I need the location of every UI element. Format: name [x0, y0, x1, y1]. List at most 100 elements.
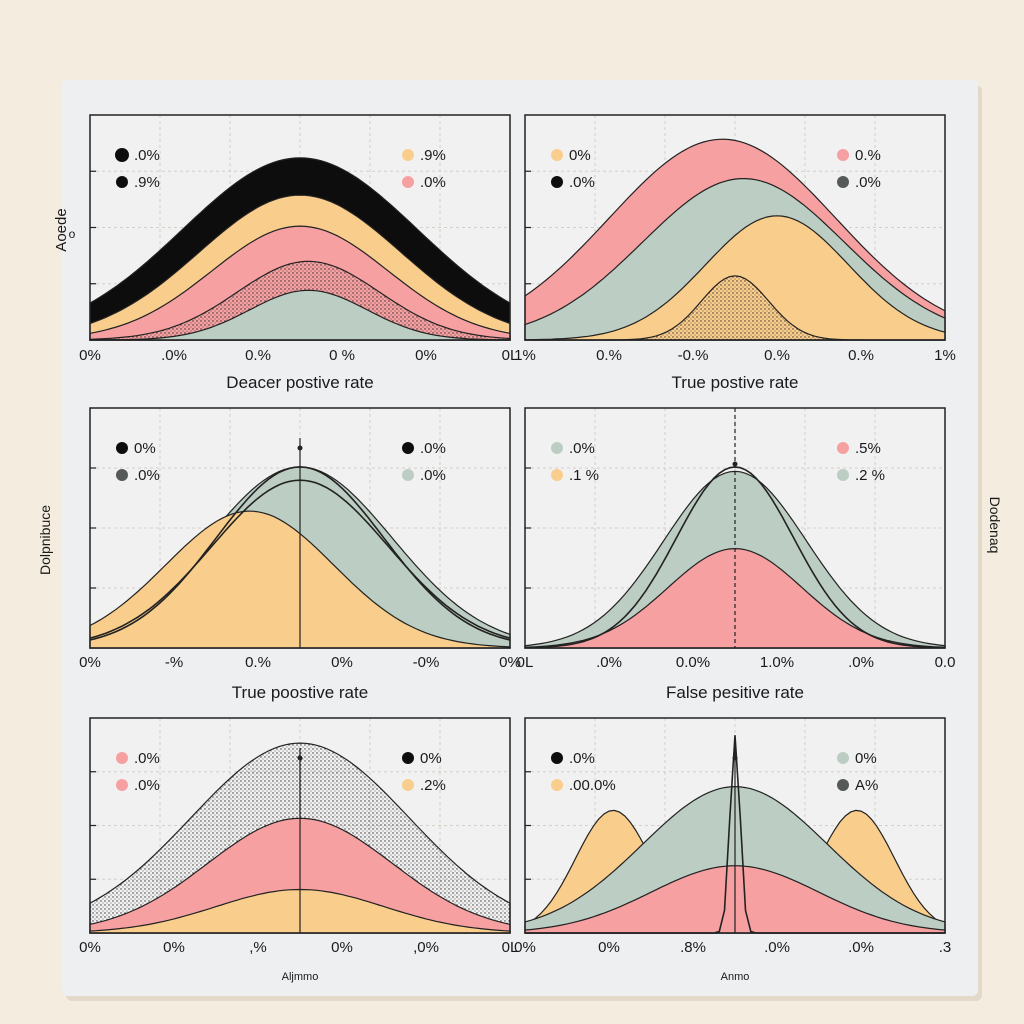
legend-swatch: [837, 149, 849, 161]
x-axis-label: Deacer postive rate: [226, 373, 373, 392]
x-tick-label: 1%: [934, 347, 956, 364]
legend-swatch: [116, 469, 128, 481]
x-tick-label: -0.%: [678, 347, 709, 364]
panel-p2: 1% 0.% -0.% 0.% 0.% 1% True postive rate 0% .0% 0…: [514, 114, 956, 392]
x-tick-label: 0.0: [935, 654, 956, 671]
legend-swatch: [402, 779, 414, 791]
legend-swatch: [837, 442, 849, 454]
legend-swatch: [116, 442, 128, 454]
legend-label: .1 %: [569, 467, 599, 484]
legend-label: .0%: [134, 147, 160, 164]
x-tick-label: -%: [165, 654, 183, 671]
series-sage: [89, 289, 511, 341]
x-tick-label: 0.%: [596, 347, 622, 364]
x-tick-label: 1.0%: [760, 654, 794, 671]
x-axis-label: True poostive rate: [232, 683, 368, 702]
x-axis-label: True postive rate: [672, 373, 799, 392]
panel-p3: 0% -% 0.% 0% -0% 0% True poostive rate 0% .0% .0%…: [79, 407, 521, 702]
legend-swatch: [837, 779, 849, 791]
x-tick-label: 0%: [514, 939, 536, 956]
legend-label: .0%: [420, 174, 446, 191]
x-tick-label: 0L: [517, 654, 534, 671]
legend-label: 0%: [420, 750, 442, 767]
center-dot: [732, 755, 738, 761]
center-dot: [297, 755, 303, 761]
x-tick-label: 0%: [598, 939, 620, 956]
legend-label: .0%: [134, 750, 160, 767]
x-tick-label: 0%: [415, 347, 437, 364]
legend-label: .0%: [420, 467, 446, 484]
ylabel-left-top-sub: o: [69, 227, 76, 241]
legend-swatch: [551, 149, 563, 161]
legend-label: 0%: [134, 440, 156, 457]
x-tick-label: .0%: [161, 347, 187, 364]
legend-swatch: [551, 752, 563, 764]
legend-swatch: [402, 469, 414, 481]
legend-swatch: [837, 176, 849, 188]
x-tick-label: 0%: [331, 654, 353, 671]
ylabel-left-mid: Dolpnibuce: [37, 505, 53, 575]
legend-swatch: [551, 176, 563, 188]
legend-swatch: [116, 779, 128, 791]
legend-label: .0%: [569, 440, 595, 457]
legend-label: .5%: [855, 440, 881, 457]
x-tick-label: 0%: [499, 654, 521, 671]
center-dot: [732, 461, 738, 467]
legend-swatch: [402, 752, 414, 764]
x-tick-label: .0%: [848, 654, 874, 671]
legend-label: .9%: [134, 174, 160, 191]
legend-swatch: [402, 442, 414, 454]
legend-label: 0.%: [855, 147, 881, 164]
panel-p4: 0L .0% 0.0% 1.0% .0% 0.0 False pesitive rate .0…: [517, 407, 956, 702]
center-dot: [297, 445, 303, 451]
x-tick-label: ,0%: [413, 939, 439, 956]
legend-swatch: [402, 149, 414, 161]
legend-swatch: [115, 148, 129, 162]
legend-label: .0%: [420, 440, 446, 457]
legend-label: .0%: [855, 174, 881, 191]
legend-label: A%: [855, 777, 878, 794]
x-tick-label: 0.%: [245, 347, 271, 364]
x-tick-label: 0%: [79, 347, 101, 364]
legend-label: .2%: [420, 777, 446, 794]
x-tick-label: .3: [939, 939, 952, 956]
legend-swatch: [837, 469, 849, 481]
legend-swatch: [116, 752, 128, 764]
x-tick-label: 0%: [163, 939, 185, 956]
panel-p5: 0% 0%,% 0% ,0% 0L Aljmmo .0% .0% 0% .2%: [79, 717, 519, 983]
x-tick-label: 0.%: [848, 347, 874, 364]
x-tick-label: 0L: [502, 939, 519, 956]
legend-label: .0%: [569, 174, 595, 191]
legend-label: .00.0%: [569, 777, 616, 794]
legend-label: 0%: [569, 147, 591, 164]
legend-label: 0%: [855, 750, 877, 767]
x-tick-label: -0%: [413, 654, 440, 671]
legend-swatch: [551, 442, 563, 454]
legend-label: .9%: [420, 147, 446, 164]
x-tick-label: 0 %: [329, 347, 355, 364]
x-tick-label: 0.%: [245, 654, 271, 671]
legend-label: .0%: [569, 750, 595, 767]
panel-p1: 0% .0% 0.% 0 % 0% 0L Deacer postive rate .0% .9%…: [79, 114, 519, 392]
x-tick-label: 0L: [502, 347, 519, 364]
x-tick-label: 0%: [79, 939, 101, 956]
x-tick-label: 0%: [331, 939, 353, 956]
ylabel-left-top: Aoede: [53, 208, 70, 251]
legend-swatch: [551, 779, 563, 791]
x-axis-label: Aljmmo: [282, 971, 319, 983]
ylabel-right-mid: Dodenaq: [987, 497, 1003, 554]
x-tick-label: 0.%: [764, 347, 790, 364]
legend-label: .2 %: [855, 467, 885, 484]
x-tick-label: .0%: [764, 939, 790, 956]
x-tick-label: .8%: [680, 939, 706, 956]
legend-label: .0%: [134, 777, 160, 794]
legend-swatch: [551, 469, 563, 481]
x-axis-label: Anmo: [721, 971, 750, 983]
legend-swatch: [837, 752, 849, 764]
x-tick-label: .0%: [596, 654, 622, 671]
x-axis-label: False pesitive rate: [666, 683, 804, 702]
legend-swatch: [402, 176, 414, 188]
legend-swatch: [116, 176, 128, 188]
